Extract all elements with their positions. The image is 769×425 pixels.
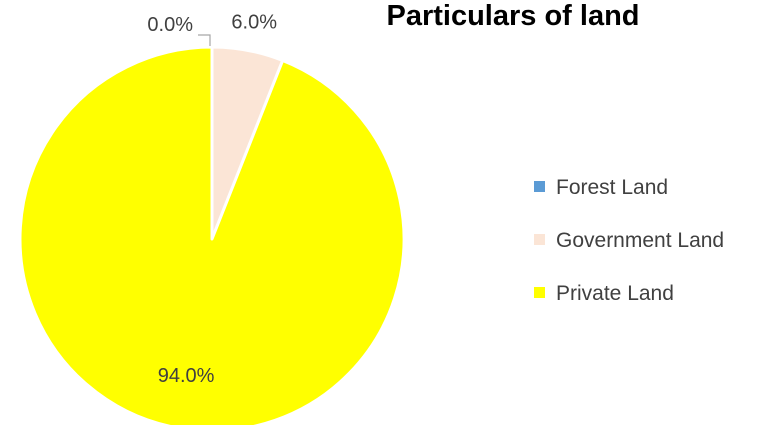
leader-line-forest-land (198, 34, 211, 46)
data-label-private-land: 94.0% (158, 365, 215, 387)
data-label-government-land: 6.0% (231, 12, 277, 34)
legend: Forest Land Government Land Private Land (534, 176, 724, 305)
legend-swatch-government-land (534, 234, 545, 245)
leader-lines (198, 34, 211, 46)
legend-label-private-land: Private Land (556, 282, 674, 305)
data-label-forest-land: 0.0% (147, 14, 193, 36)
pie-slice-private-land (18, 45, 406, 425)
chart-title: Particulars of land (386, 0, 639, 32)
data-labels: 0.0% 6.0% 94.0% (147, 12, 277, 387)
pie-slices (18, 45, 406, 425)
legend-swatch-forest-land (534, 181, 545, 192)
legend-label-forest-land: Forest Land (556, 176, 668, 199)
legend-swatch-private-land (534, 287, 545, 298)
legend-label-government-land: Government Land (556, 229, 724, 252)
